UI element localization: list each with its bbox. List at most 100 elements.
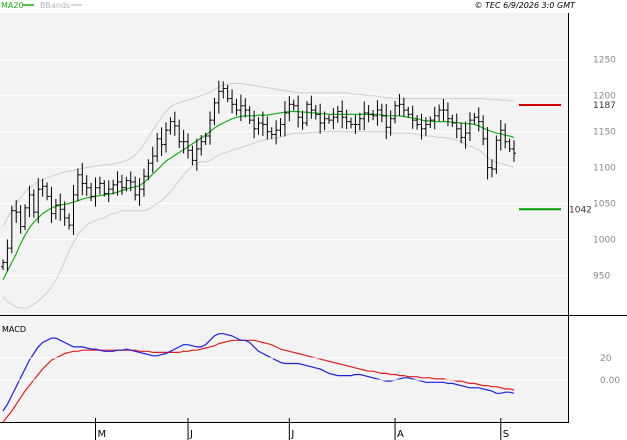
ohlc-bar <box>481 115 486 146</box>
ohlc-bar <box>181 129 186 154</box>
ohlc-bar <box>313 104 318 120</box>
price-levels-layer: 1187 1042 <box>519 101 616 215</box>
ohlc-bar <box>58 193 63 221</box>
ohlc-bar <box>410 105 415 129</box>
ohlc-bar <box>269 127 274 139</box>
ohlc-bar <box>208 111 213 145</box>
ohlc-bar <box>150 146 155 173</box>
ohlc-bar <box>454 113 459 139</box>
ohlc-bar <box>397 94 402 117</box>
ohlc-bar <box>450 114 455 127</box>
month-label: J <box>189 429 193 440</box>
ohlc-bar <box>18 205 23 234</box>
ohlc-bar <box>141 168 146 197</box>
ohlc-bar <box>340 100 345 129</box>
resistance-label: 1187 <box>593 101 616 111</box>
ohlc-bars-layer <box>1 80 516 272</box>
ohlc-bar <box>124 176 129 192</box>
bbands-layer <box>2 83 515 310</box>
support-label: 1042 <box>569 205 592 215</box>
macd-panel-background <box>0 316 568 422</box>
month-label: A <box>397 429 404 440</box>
ohlc-bar <box>357 112 362 131</box>
ma20-legend-label: MA20 <box>1 1 24 10</box>
ohlc-bar <box>366 105 371 123</box>
ma20-layer <box>2 110 515 281</box>
ohlc-bar <box>265 116 270 140</box>
ohlc-bar <box>384 103 389 140</box>
ohlc-bar <box>212 97 217 126</box>
ohlc-bar <box>304 101 309 127</box>
ohlc-bar <box>353 114 358 134</box>
ohlc-bar <box>203 132 208 145</box>
ohlc-bar <box>498 119 503 151</box>
ohlc-bar <box>401 97 406 117</box>
ohlc-bar <box>371 110 376 121</box>
ohlc-bar <box>379 103 384 123</box>
ohlc-bar <box>344 109 349 130</box>
ohlc-bar <box>137 178 142 206</box>
macd-line <box>2 333 515 412</box>
ohlc-bar <box>14 200 19 223</box>
ohlc-bar <box>415 114 420 130</box>
macd-tick-label: 20 <box>600 354 612 364</box>
bbands-upper-line <box>2 83 514 227</box>
ohlc-bar <box>445 102 450 127</box>
price-grid <box>0 59 568 276</box>
ohlc-bar <box>287 96 292 122</box>
ohlc-bar <box>489 159 494 178</box>
ohlc-bar <box>423 117 428 136</box>
month-label: J <box>290 429 294 440</box>
ohlc-bar <box>27 185 32 217</box>
ohlc-bar <box>256 117 261 135</box>
ohlc-bar <box>67 213 72 230</box>
ohlc-bar <box>419 113 424 140</box>
ohlc-bar <box>9 205 14 254</box>
ohlc-bar <box>503 123 508 149</box>
ohlc-bar <box>349 117 354 129</box>
ohlc-bar <box>234 98 239 116</box>
ohlc-bar <box>5 239 10 272</box>
ohlc-bar <box>230 89 235 114</box>
price-tick-label: 1000 <box>593 236 616 246</box>
ohlc-bar <box>375 100 380 126</box>
ohlc-bar <box>459 122 464 144</box>
macd-title: MACD <box>2 325 26 334</box>
ohlc-bar <box>49 186 54 224</box>
ohlc-bar <box>252 110 257 139</box>
ohlc-bar <box>388 110 393 136</box>
ohlc-bar <box>335 105 340 123</box>
ohlc-bar <box>309 95 314 119</box>
ohlc-bar <box>128 171 133 192</box>
ohlc-bar <box>133 176 138 201</box>
ohlc-bar <box>71 185 76 236</box>
macd-y-ticks: 0.00 20 <box>0 354 620 386</box>
ohlc-bar <box>216 80 221 114</box>
ohlc-bar <box>296 95 301 128</box>
month-label: S <box>503 429 509 440</box>
price-tick-label: 1150 <box>593 128 616 138</box>
price-tick-label: 1100 <box>593 164 616 174</box>
ohlc-bar <box>278 118 283 137</box>
ohlc-bar <box>146 159 151 181</box>
ohlc-bar <box>31 189 36 218</box>
ohlc-bar <box>155 132 160 163</box>
ohlc-bar <box>163 122 168 153</box>
ohlc-bar <box>45 182 50 201</box>
ohlc-bar <box>362 101 367 131</box>
ohlc-bar <box>326 115 331 124</box>
price-tick-label: 1200 <box>593 92 616 102</box>
price-tick-label: 1250 <box>593 56 616 66</box>
macd-signal-line <box>2 339 515 423</box>
ohlc-bar <box>168 117 173 135</box>
ma20-line <box>2 110 515 281</box>
ohlc-bar <box>221 81 226 99</box>
ohlc-bar <box>437 104 442 122</box>
macd-tick-label: 0.00 <box>600 376 620 386</box>
price-tick-label: 1050 <box>593 200 616 210</box>
ohlc-bar <box>40 178 45 197</box>
ohlc-bar <box>1 259 5 270</box>
ohlc-bar <box>274 120 279 145</box>
